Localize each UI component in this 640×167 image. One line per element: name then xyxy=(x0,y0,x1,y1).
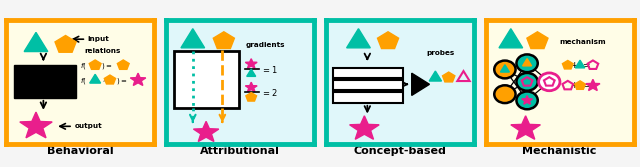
Polygon shape xyxy=(245,59,257,68)
Text: $= 2$: $= 2$ xyxy=(261,88,278,99)
Polygon shape xyxy=(20,112,52,138)
X-axis label: Behavioral: Behavioral xyxy=(47,146,114,156)
Text: mechanism: mechanism xyxy=(559,39,606,45)
Polygon shape xyxy=(131,73,146,86)
X-axis label: Attributional: Attributional xyxy=(200,146,280,156)
Polygon shape xyxy=(245,82,257,92)
Circle shape xyxy=(494,61,516,78)
Text: $) =$: $) =$ xyxy=(101,61,112,71)
Polygon shape xyxy=(499,29,523,48)
Polygon shape xyxy=(89,60,101,69)
X-axis label: Mechanistic: Mechanistic xyxy=(522,146,597,156)
Polygon shape xyxy=(347,29,371,48)
Circle shape xyxy=(516,92,538,109)
Polygon shape xyxy=(378,32,399,49)
Polygon shape xyxy=(213,32,234,49)
Polygon shape xyxy=(193,121,219,141)
Circle shape xyxy=(516,73,538,91)
Polygon shape xyxy=(563,60,573,69)
Polygon shape xyxy=(575,81,586,89)
Text: $f($: $f($ xyxy=(81,76,87,86)
Polygon shape xyxy=(500,65,509,72)
Circle shape xyxy=(516,54,538,72)
FancyBboxPatch shape xyxy=(333,92,403,103)
FancyBboxPatch shape xyxy=(333,68,403,78)
Text: $,$: $,$ xyxy=(102,78,106,84)
Text: relations: relations xyxy=(84,48,121,54)
Polygon shape xyxy=(55,35,76,52)
Polygon shape xyxy=(104,75,116,84)
Text: +: + xyxy=(570,61,578,70)
Text: +: + xyxy=(570,81,578,90)
FancyBboxPatch shape xyxy=(333,80,403,91)
Polygon shape xyxy=(117,60,129,69)
Polygon shape xyxy=(181,29,205,48)
Circle shape xyxy=(539,73,560,91)
Text: =: = xyxy=(582,61,589,70)
Text: $f($: $f($ xyxy=(81,61,87,71)
Polygon shape xyxy=(586,79,600,91)
X-axis label: Concept-based: Concept-based xyxy=(353,146,446,156)
Text: $) =$: $) =$ xyxy=(116,76,127,86)
Text: probes: probes xyxy=(426,50,455,56)
Text: input: input xyxy=(88,36,109,42)
Text: =: = xyxy=(582,81,589,90)
Text: gradients: gradients xyxy=(246,42,285,48)
FancyBboxPatch shape xyxy=(14,64,76,98)
Polygon shape xyxy=(349,116,379,139)
Polygon shape xyxy=(511,116,540,139)
Polygon shape xyxy=(500,90,510,98)
Polygon shape xyxy=(575,60,585,68)
Polygon shape xyxy=(522,96,532,104)
Text: $= 1$: $= 1$ xyxy=(261,64,278,75)
Polygon shape xyxy=(442,72,455,82)
FancyBboxPatch shape xyxy=(173,51,239,108)
Polygon shape xyxy=(24,32,48,52)
Text: output: output xyxy=(74,123,102,129)
Polygon shape xyxy=(90,74,100,83)
Polygon shape xyxy=(527,32,548,49)
Polygon shape xyxy=(412,73,429,95)
Polygon shape xyxy=(429,71,442,81)
Polygon shape xyxy=(246,69,256,76)
Polygon shape xyxy=(246,93,257,101)
Circle shape xyxy=(494,85,516,103)
Polygon shape xyxy=(523,59,532,66)
